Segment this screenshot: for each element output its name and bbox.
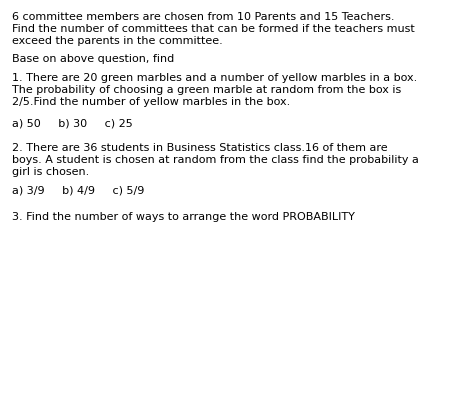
Text: 3. Find the number of ways to arrange the word PROBABILITY: 3. Find the number of ways to arrange th… (12, 212, 355, 222)
Text: 1. There are 20 green marbles and a number of yellow marbles in a box.: 1. There are 20 green marbles and a numb… (12, 73, 417, 83)
Text: a) 50     b) 30     c) 25: a) 50 b) 30 c) 25 (12, 119, 133, 129)
Text: 2/5.Find the number of yellow marbles in the box.: 2/5.Find the number of yellow marbles in… (12, 97, 290, 107)
Text: Find the number of committees that can be formed if the teachers must: Find the number of committees that can b… (12, 24, 415, 34)
Text: a) 3/9     b) 4/9     c) 5/9: a) 3/9 b) 4/9 c) 5/9 (12, 185, 144, 195)
Text: 2. There are 36 students in Business Statistics class.16 of them are: 2. There are 36 students in Business Sta… (12, 143, 387, 153)
Text: Base on above question, find: Base on above question, find (12, 54, 174, 64)
Text: exceed the parents in the committee.: exceed the parents in the committee. (12, 36, 223, 46)
Text: boys. A student is chosen at random from the class find the probability a: boys. A student is chosen at random from… (12, 155, 419, 165)
Text: 6 committee members are chosen from 10 Parents and 15 Teachers.: 6 committee members are chosen from 10 P… (12, 12, 394, 22)
Text: girl is chosen.: girl is chosen. (12, 167, 89, 177)
Text: The probability of choosing a green marble at random from the box is: The probability of choosing a green marb… (12, 85, 401, 95)
